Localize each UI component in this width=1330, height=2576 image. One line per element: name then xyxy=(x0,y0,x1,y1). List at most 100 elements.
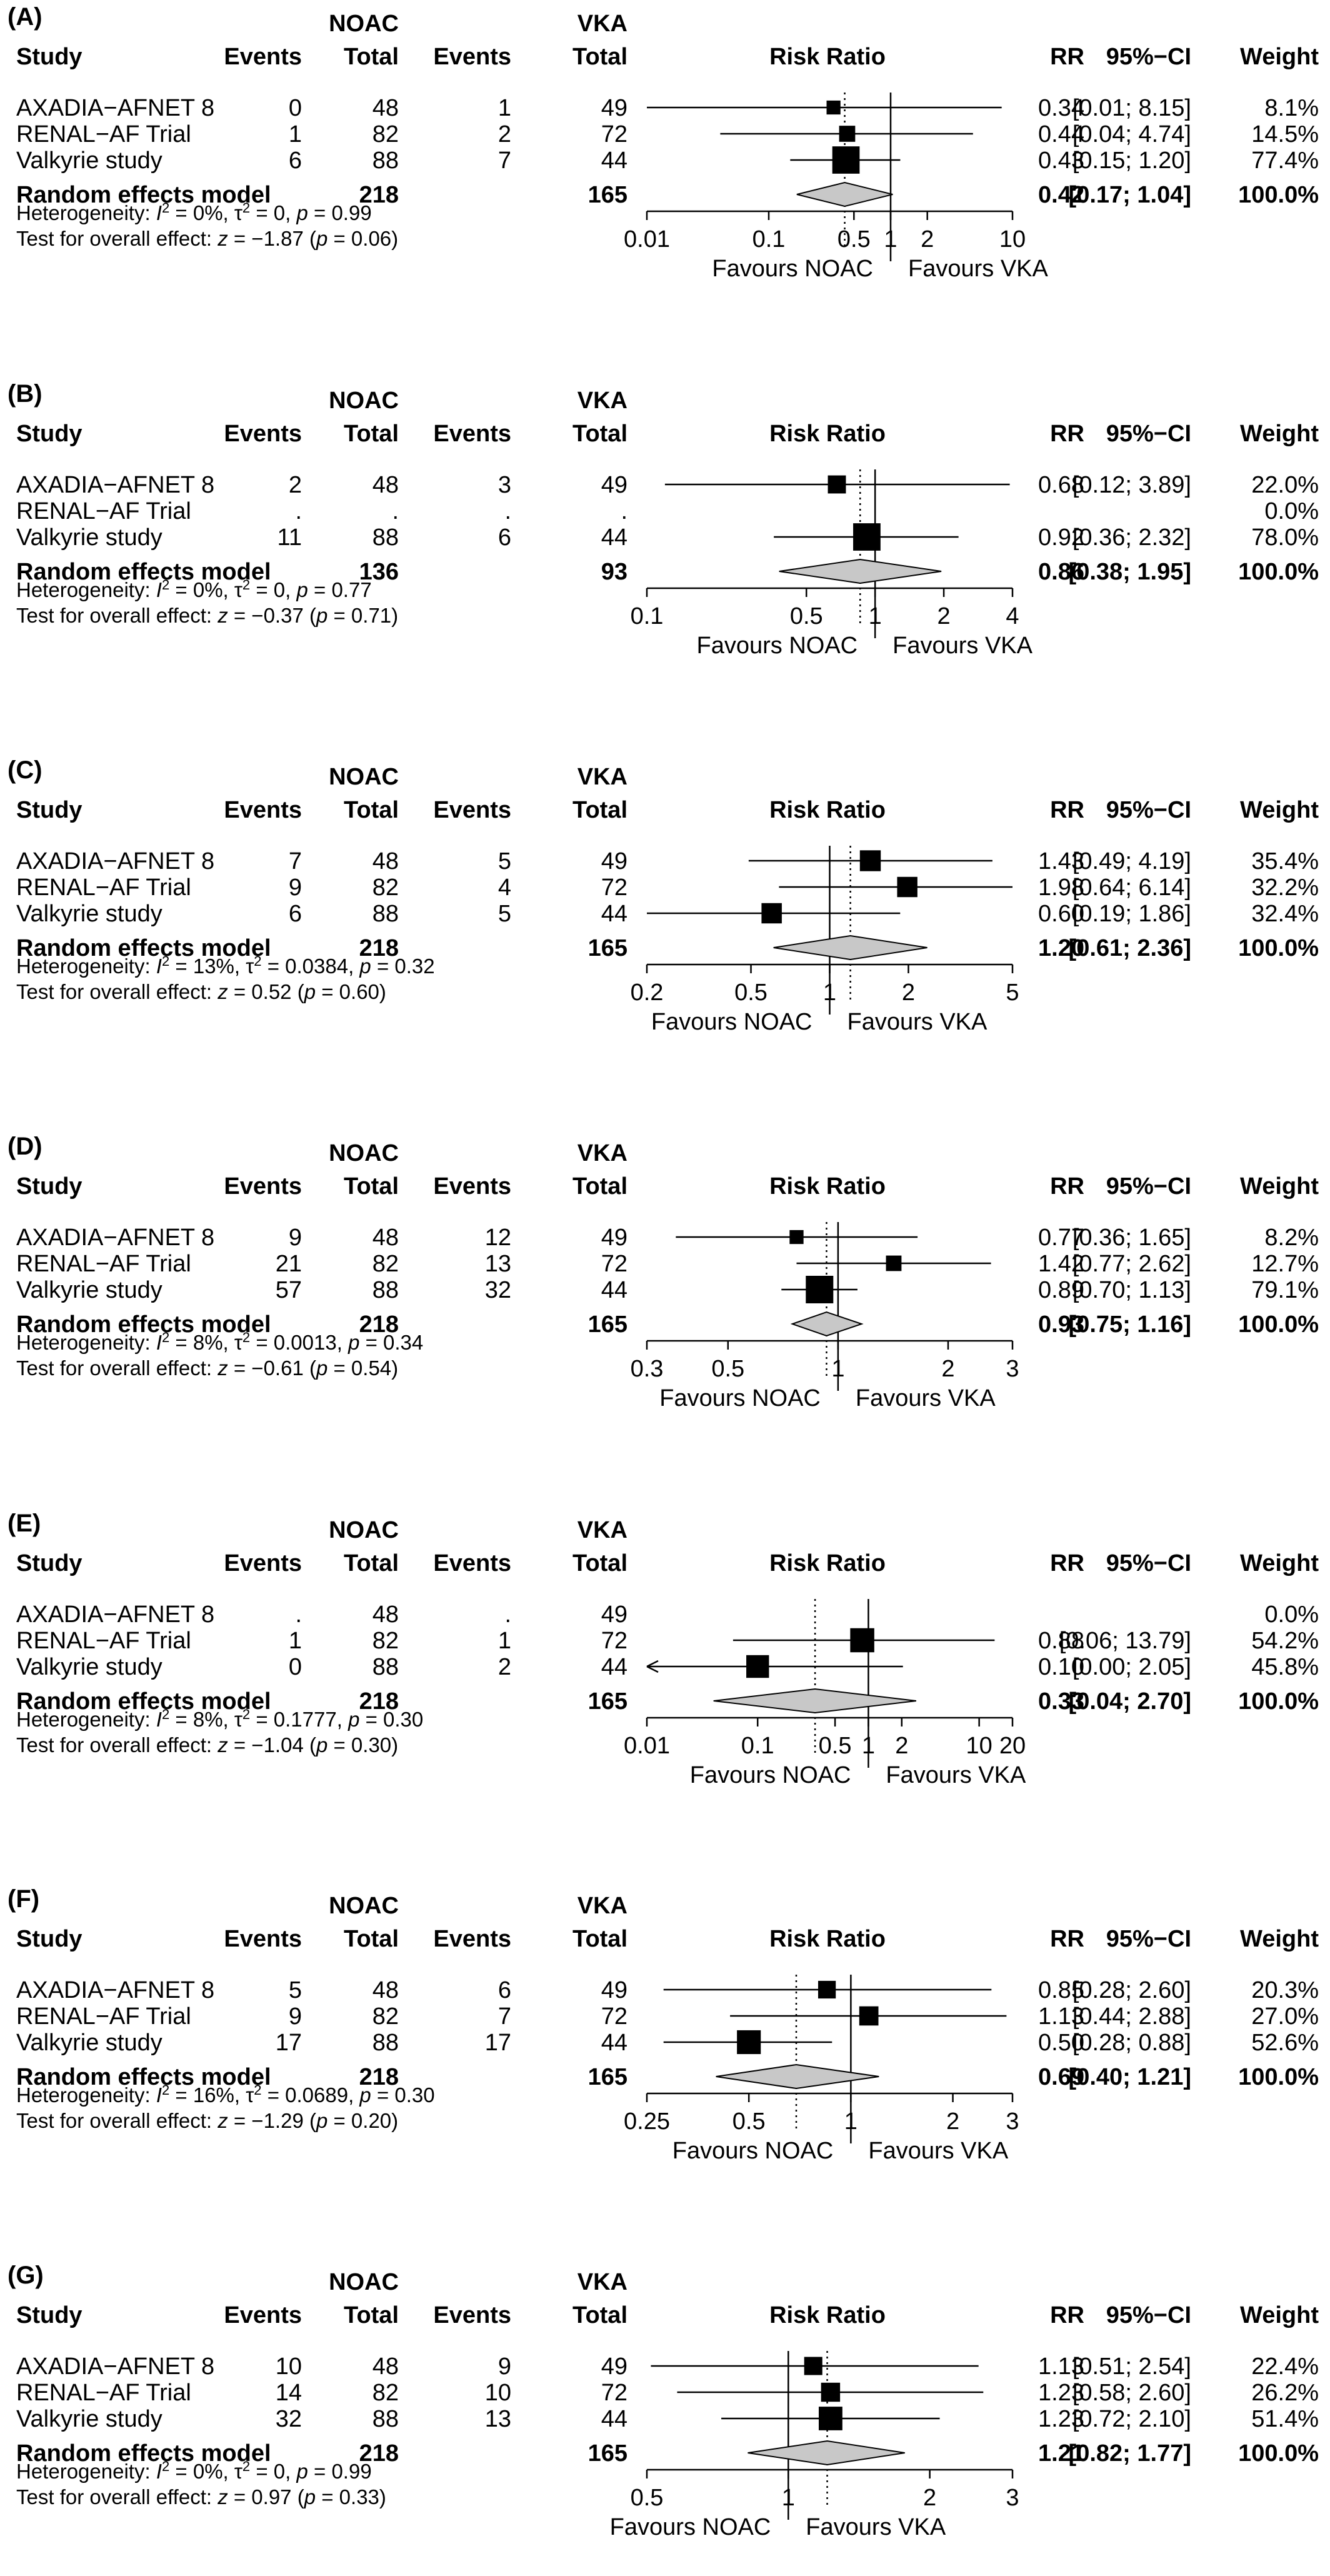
events-vka: 6 xyxy=(498,1977,511,2003)
summary-total-vka: 165 xyxy=(588,182,628,208)
group2-header: VKA xyxy=(578,1517,628,1543)
total-vka: 44 xyxy=(601,148,628,174)
summary-total-noac: 218 xyxy=(359,2064,399,2090)
study-row: AXADIA−AFNET 8 0 48 1 49 0.34[0.01; 8.15] 8.1% xyxy=(16,95,1319,121)
rr-header: RR xyxy=(1050,2302,1084,2328)
overall-effect-test: Test for overall effect: z = 0.97 (p = 0… xyxy=(16,2485,386,2508)
x-tick-label: 1 xyxy=(831,1356,844,1382)
total-vka: 72 xyxy=(601,2380,628,2406)
summary-total-vka: 165 xyxy=(588,2064,628,2090)
ci-value: [0.06; 13.79] xyxy=(1059,1628,1191,1654)
weight-value: 27.0% xyxy=(1251,2003,1319,2030)
events-vka: . xyxy=(504,1601,511,1628)
x-tick-label: 10 xyxy=(966,1733,992,1759)
study-name: Valkyrie study xyxy=(16,148,162,174)
study-name: Valkyrie study xyxy=(16,1654,162,1680)
rr-header: RR xyxy=(1050,1926,1084,1952)
events-vka: 10 xyxy=(485,2380,511,2406)
weight-value: 45.8% xyxy=(1251,1654,1319,1680)
total-header: Total xyxy=(572,797,628,823)
study-point xyxy=(789,1230,804,1245)
summary-label: Random effects model xyxy=(16,935,271,961)
study-name: RENAL−AF Trial xyxy=(16,121,191,148)
summary-ci: [0.61; 2.36] xyxy=(1069,935,1191,961)
heterogeneity-stats: Heterogeneity: I2 = 16%, τ2 = 0.0689, p … xyxy=(16,2082,435,2107)
events-vka: 13 xyxy=(485,2406,511,2432)
group1-header: NOAC xyxy=(329,2269,399,2295)
events-vka: 32 xyxy=(485,1277,511,1303)
summary-rr: 0.86 xyxy=(1038,559,1084,585)
weight-header: Weight xyxy=(1240,2302,1319,2328)
total-vka: 44 xyxy=(601,2406,628,2432)
summary-weight: 100.0% xyxy=(1238,1688,1319,1715)
study-header: Study xyxy=(16,44,82,70)
x-tick-label: 1 xyxy=(844,2108,858,2135)
summary-total-vka: 165 xyxy=(588,2440,628,2467)
events-vka: 7 xyxy=(498,148,511,174)
overall-effect-test: Test for overall effect: z = −0.37 (p = … xyxy=(16,604,398,627)
x-tick-label: 3 xyxy=(1006,1356,1019,1382)
summary-label: Random effects model xyxy=(16,182,271,208)
group2-header: VKA xyxy=(578,764,628,790)
events-noac: 9 xyxy=(289,2003,302,2030)
rr-value: 0.92 xyxy=(1038,524,1084,551)
study-name: Valkyrie study xyxy=(16,1277,162,1303)
total-vka: 72 xyxy=(601,1251,628,1277)
summary-diamond xyxy=(716,2063,879,2090)
total-vka: 72 xyxy=(601,1628,628,1654)
events-noac: . xyxy=(295,1601,302,1628)
x-tick-label: 1 xyxy=(869,603,882,629)
events-header: Events xyxy=(224,421,302,447)
rr-value: 0.34 xyxy=(1038,95,1084,121)
total-header: Total xyxy=(344,44,399,70)
rr-value: 0.44 xyxy=(1038,121,1084,148)
rr-value: 0.10 xyxy=(1038,1654,1084,1680)
heterogeneity-stats: Heterogeneity: I2 = 8%, τ2 = 0.1777, p =… xyxy=(16,1706,423,1732)
group1-header: NOAC xyxy=(329,1893,399,1919)
summary-ci: [0.17; 1.04] xyxy=(1069,182,1191,208)
study-row: RENAL−AF Trial 9 82 4 72 1.98[0.64; 6.14] 32.2… xyxy=(16,875,1319,901)
panel-label: (D) xyxy=(8,1133,42,1160)
ci-value: [0.51; 2.54] xyxy=(1072,2353,1191,2380)
summary-rr: 0.69 xyxy=(1038,2064,1084,2090)
events-header: Events xyxy=(433,1550,511,1576)
favours-noac-label: Favours NOAC xyxy=(697,633,858,659)
total-header: Total xyxy=(572,1550,628,1576)
summary-weight: 100.0% xyxy=(1238,1311,1319,1338)
ci-value: [0.12; 3.89] xyxy=(1072,472,1191,498)
weight-header: Weight xyxy=(1240,1173,1319,1200)
total-noac: 88 xyxy=(372,1277,399,1303)
weight-value: 32.2% xyxy=(1251,875,1319,901)
total-header: Total xyxy=(344,1926,399,1952)
favours-vka-label: Favours VKA xyxy=(908,256,1049,282)
study-row: Valkyrie study 0 88 2 44 0.10[0.00; 2.05] 45.8… xyxy=(16,1654,1319,1680)
total-vka: 44 xyxy=(601,901,628,927)
events-vka: 12 xyxy=(485,1225,511,1251)
x-tick-label: 0.25 xyxy=(624,2108,670,2135)
summary-diamond xyxy=(779,558,942,584)
total-noac: 82 xyxy=(372,121,399,148)
weight-value: 0.0% xyxy=(1264,1601,1319,1628)
ci-value: [0.04; 4.74] xyxy=(1072,121,1191,148)
weight-value: 78.0% xyxy=(1251,524,1319,551)
weight-header: Weight xyxy=(1240,1550,1319,1576)
study-point xyxy=(828,475,846,494)
study-name: Valkyrie study xyxy=(16,2406,162,2432)
x-tick-label: 1 xyxy=(823,980,836,1006)
ci-value: [0.64; 6.14] xyxy=(1072,875,1191,901)
weight-value: 35.4% xyxy=(1251,848,1319,875)
study-header: Study xyxy=(16,2302,82,2328)
weight-header: Weight xyxy=(1240,797,1319,823)
summary-ci: [0.38; 1.95] xyxy=(1069,559,1191,585)
plot-header: Risk Ratio xyxy=(769,797,886,823)
total-noac: 48 xyxy=(372,1977,399,2003)
x-tick-label: 0.5 xyxy=(838,226,871,253)
panel-label: (G) xyxy=(8,2262,44,2289)
summary-diamond xyxy=(796,181,893,208)
forest-panel: (D) NOAC VKA Study Events Total Events Total Ris… xyxy=(8,1133,1319,1411)
x-tick-label: 2 xyxy=(941,1356,954,1382)
ci-value: [0.15; 1.20] xyxy=(1072,148,1191,174)
study-name: Valkyrie study xyxy=(16,524,162,551)
total-noac: 88 xyxy=(372,1654,399,1680)
